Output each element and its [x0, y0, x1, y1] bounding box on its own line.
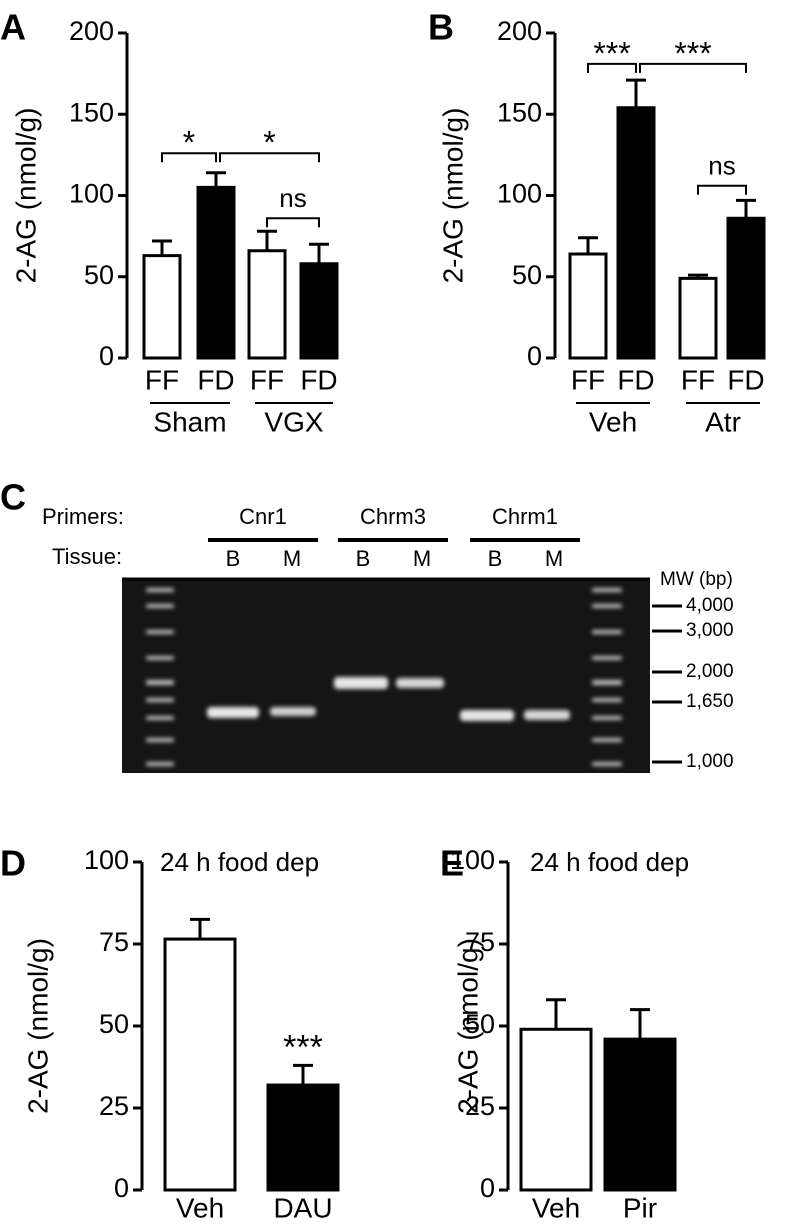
y-tick-label: 50: [512, 260, 542, 290]
sample-bands: [207, 677, 570, 721]
y-tick-label: 50: [84, 260, 114, 290]
group-label: Atr: [705, 406, 741, 437]
x-tick-label: DAU: [273, 1192, 332, 1223]
y-tick-label: 25: [99, 1091, 129, 1121]
gel-panel: C Primers: Tissue:: [0, 477, 650, 773]
chart-title: 24 h food dep: [160, 847, 319, 877]
primer-label: Cnr1: [239, 504, 287, 529]
tissue-label: B: [226, 546, 241, 571]
significance-label: *: [263, 125, 275, 161]
tissue-label: B: [356, 546, 371, 571]
y-tick-label: 150: [69, 97, 114, 127]
marker-label: 4,000: [686, 595, 734, 616]
x-tick-label: FF: [250, 364, 284, 395]
significance-bracket: [639, 62, 747, 73]
bar: [616, 106, 656, 360]
y-tick-label: 100: [84, 845, 129, 875]
x-tick-label: FF: [145, 364, 179, 395]
bar: [678, 276, 718, 360]
panel-letter: A: [0, 7, 26, 48]
x-tick-label: Veh: [176, 1192, 224, 1223]
y-axis-label: 2-AG (nmol/g): [22, 938, 53, 1114]
primer-label: Chrm3: [360, 504, 426, 529]
significance-label: ***: [283, 1028, 323, 1066]
y-tick-label: 200: [69, 16, 114, 46]
tissue-label: B: [488, 546, 503, 571]
x-tick-label: Veh: [532, 1192, 580, 1223]
panel-letter: B: [428, 7, 454, 48]
significance-bracket: [697, 184, 747, 195]
tissue-label: M: [545, 546, 563, 571]
y-tick-label: 100: [497, 179, 542, 209]
significance-bracket: [161, 152, 217, 163]
significance-label: ***: [593, 35, 630, 71]
group-label: VGX: [264, 406, 323, 437]
y-tick-label: 50: [99, 1009, 129, 1039]
group-label: Veh: [589, 406, 637, 437]
tissue-label: M: [283, 546, 301, 571]
bar: [299, 262, 339, 360]
mw-label: MW (bp): [660, 569, 733, 590]
x-tick-label: FD: [617, 364, 654, 395]
gel-image: [122, 580, 650, 773]
significance-bracket: [587, 62, 637, 73]
panel-letter: C: [0, 477, 26, 518]
significance-bracket: [266, 217, 320, 228]
significance-bracket: [219, 152, 320, 163]
primer-label: Chrm1: [492, 504, 558, 529]
y-tick-label: 0: [480, 1173, 495, 1203]
y-axis-label: 2-AG (nmol/g): [10, 108, 41, 284]
marker-label: 1,650: [686, 691, 734, 712]
bar: [196, 185, 236, 360]
y-tick-label: 150: [497, 97, 542, 127]
bar: [142, 254, 182, 360]
x-tick-label: FF: [571, 364, 605, 395]
x-tick-label: FF: [681, 364, 715, 395]
bar: [568, 252, 608, 360]
y-tick-label: 0: [527, 341, 542, 371]
x-tick-label: FD: [300, 364, 337, 395]
tissue-label: M: [413, 546, 431, 571]
significance-label: ns: [708, 151, 735, 181]
bar: [163, 937, 237, 1192]
y-tick-label: 0: [114, 1173, 129, 1203]
panel-letter: E: [440, 843, 464, 884]
x-tick-label: FD: [197, 364, 234, 395]
tissue-label: Tissue:: [52, 544, 122, 569]
bar: [519, 1027, 593, 1192]
group-label: Sham: [153, 406, 226, 437]
y-tick-label: 75: [465, 927, 495, 957]
primers-label: Primers:: [42, 504, 124, 529]
bar: [603, 1037, 677, 1192]
y-tick-label: 200: [497, 16, 542, 46]
ladder-bands: [146, 588, 622, 766]
x-tick-label: Pir: [623, 1192, 657, 1223]
panel-letter: D: [0, 843, 26, 884]
marker-label: 1,000: [686, 751, 734, 772]
y-tick-label: 100: [450, 845, 495, 875]
chart-title: 24 h food dep: [530, 847, 689, 877]
y-tick-label: 0: [99, 341, 114, 371]
significance-label: *: [183, 125, 195, 161]
y-axis-label: 2-AG (nmol/g): [437, 108, 468, 284]
bar: [266, 1083, 340, 1192]
marker-label: 2,000: [686, 661, 734, 682]
x-tick-label: FD: [727, 364, 764, 395]
y-tick-label: 100: [69, 179, 114, 209]
marker-label: 3,000: [686, 620, 734, 641]
y-tick-label: 50: [465, 1009, 495, 1039]
significance-label: ***: [674, 35, 711, 71]
y-tick-label: 75: [99, 927, 129, 957]
bar: [726, 216, 766, 360]
bar: [247, 249, 287, 360]
y-tick-label: 25: [465, 1091, 495, 1121]
significance-label: ns: [279, 183, 306, 213]
y-axis-label: 2-AG (nmol/g): [452, 938, 483, 1114]
